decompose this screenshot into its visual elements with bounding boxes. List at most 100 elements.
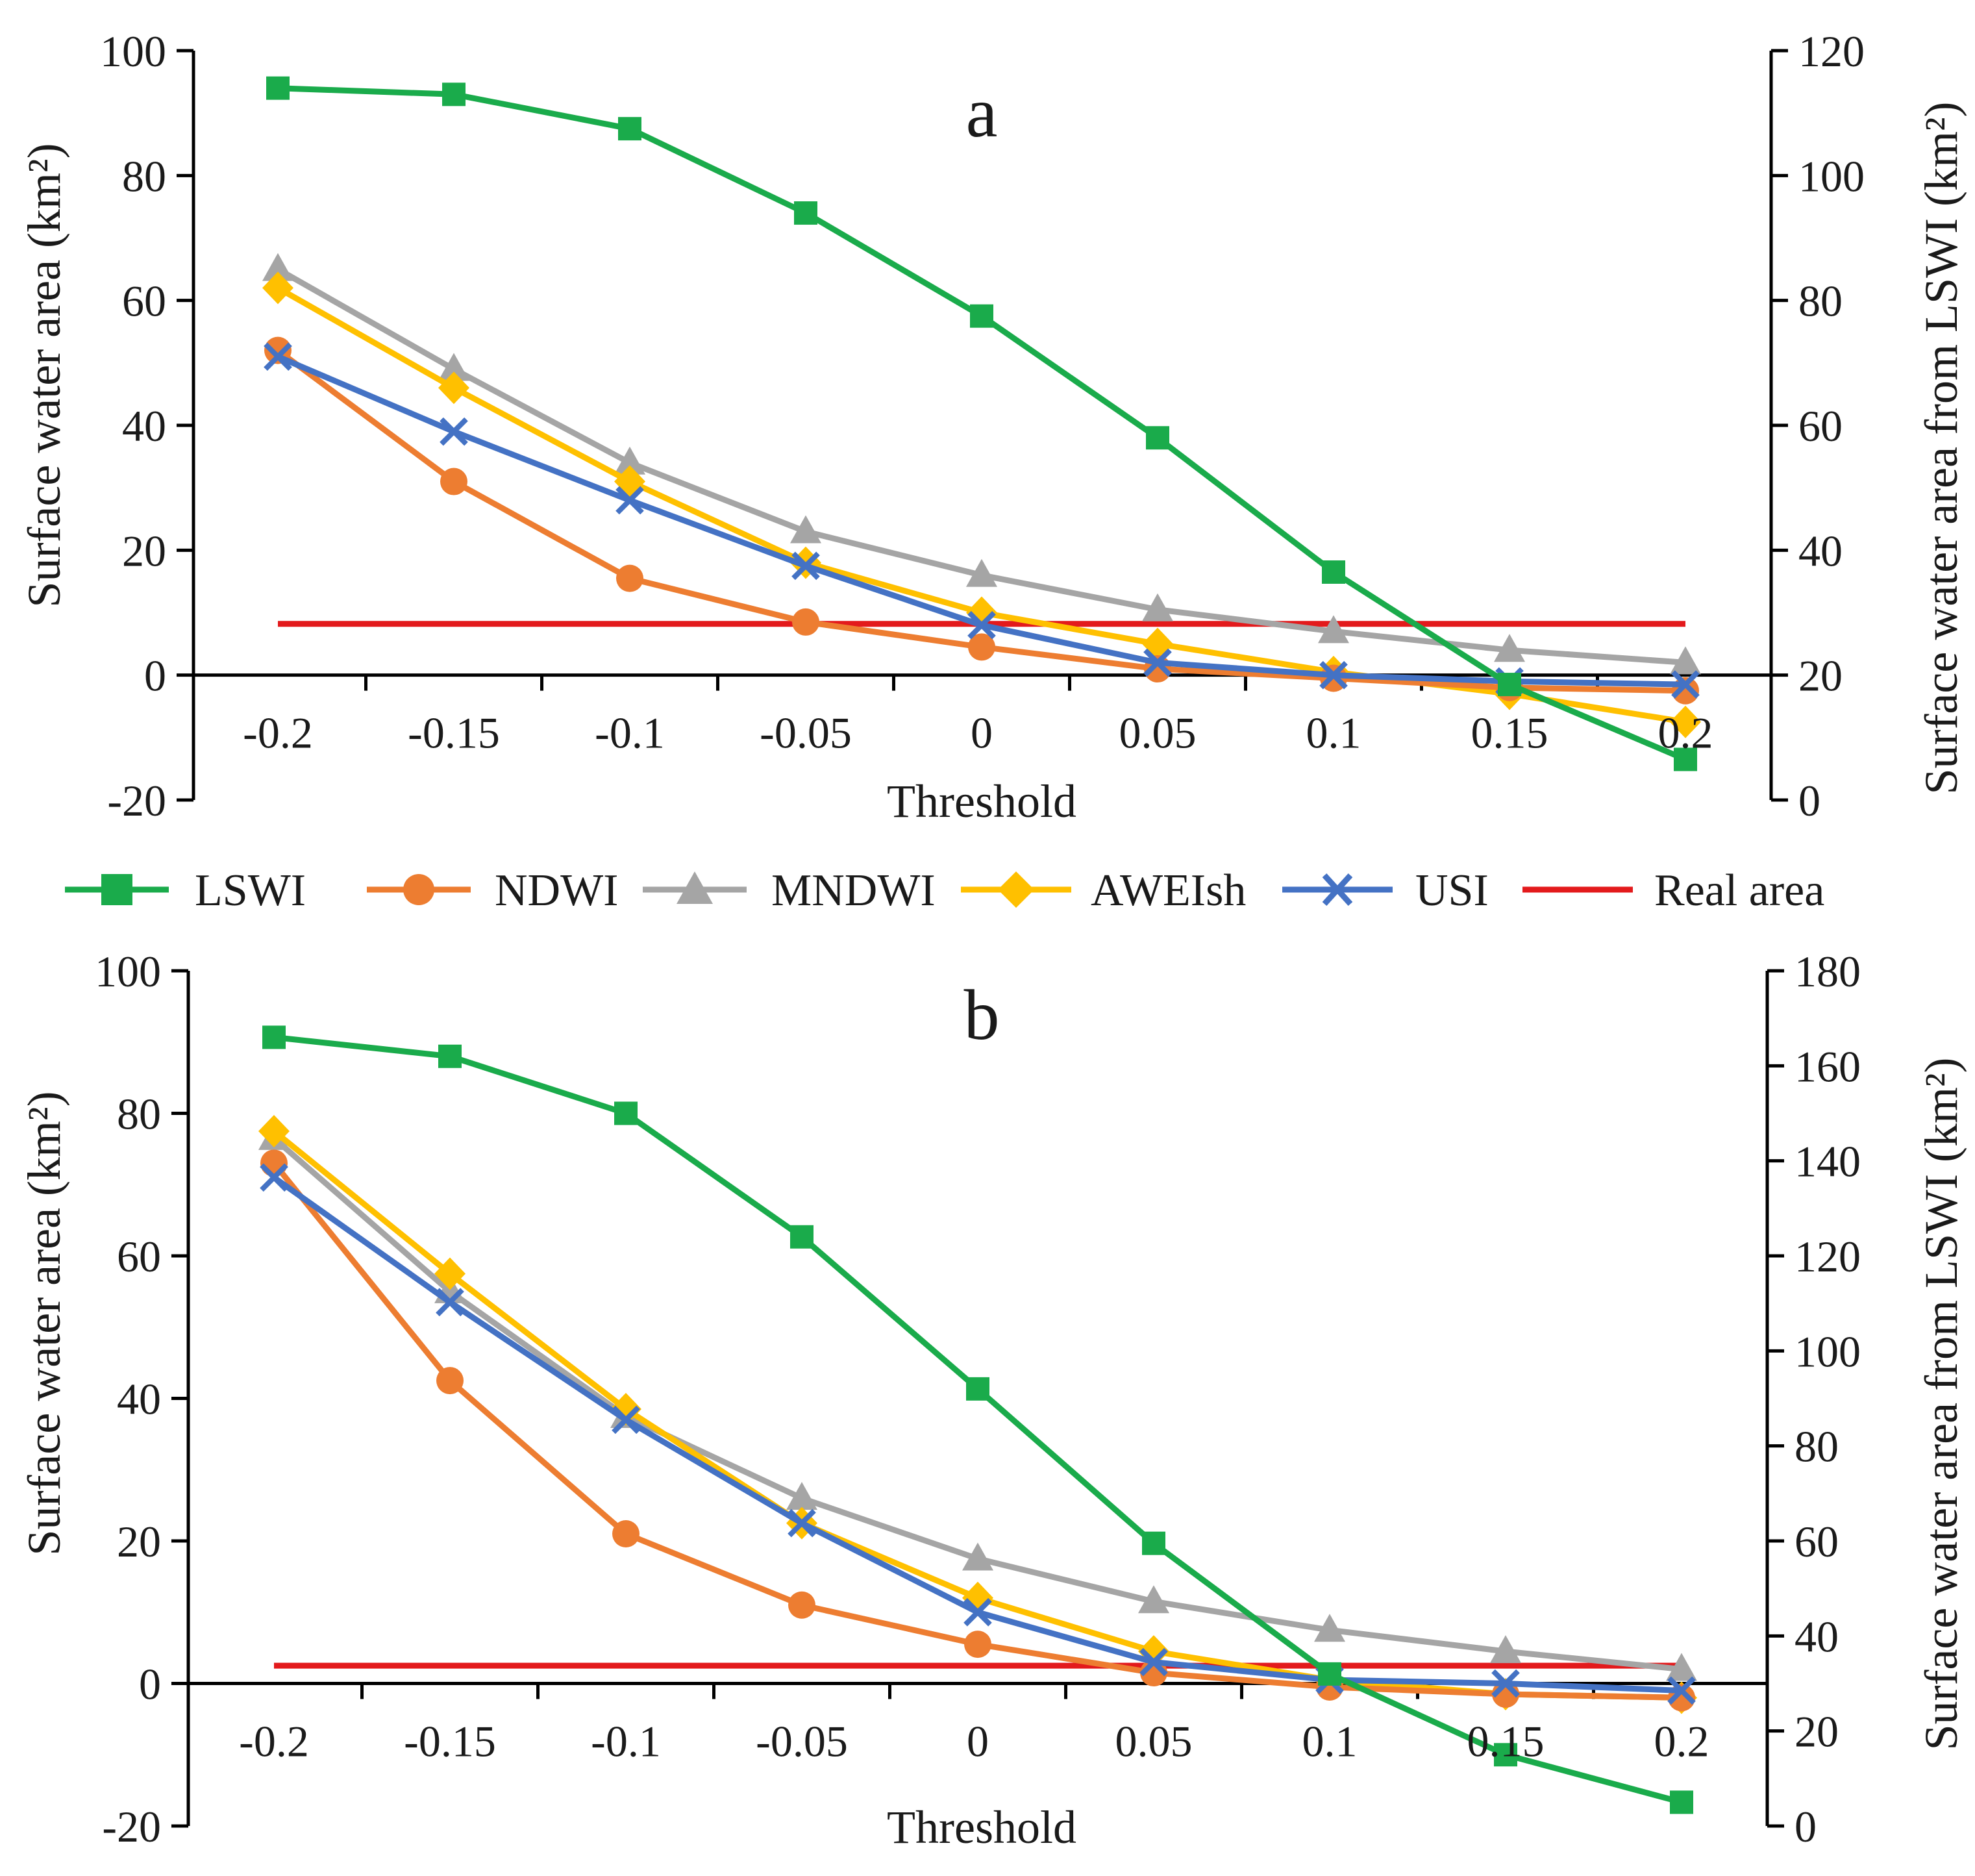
panel-b-series-lswi-point xyxy=(614,1101,638,1125)
panel-b-series-ndwi-point xyxy=(788,1591,815,1619)
panel-a-series-mndwi-point xyxy=(790,515,821,544)
panel-a-marks: -20 0 20 40 60 80 100 0 20 40 60 80 100 120 -0.2 -0.15 -… xyxy=(100,27,1865,825)
panel-b-series-mndwi-point xyxy=(1314,1614,1345,1642)
panel-b-series-ndwi-point xyxy=(964,1631,991,1658)
panel-b-left-tick-label: -20 xyxy=(102,1802,161,1851)
panel-b-right-tick-label: 100 xyxy=(1795,1327,1861,1376)
panel-a-series-ndwi-point xyxy=(616,564,643,592)
panel-a-right-tick-label: 20 xyxy=(1798,651,1843,701)
legend-mndwi-marker xyxy=(677,871,713,904)
panel-a-series-usi-point xyxy=(791,551,820,581)
panel-a-series-lswi-point xyxy=(970,304,993,328)
legend-usi-label: USI xyxy=(1415,866,1489,916)
legend-lswi-marker xyxy=(101,874,132,905)
panel-b-series-lswi-point xyxy=(438,1044,462,1068)
panel-b-x-axis-title: Threshold xyxy=(887,1801,1076,1853)
panel-a-series-ndwi-point xyxy=(440,468,467,495)
panel-b-series-usi-point xyxy=(436,1288,464,1317)
panel-b-right-tick-label: 140 xyxy=(1795,1137,1861,1186)
legend-ndwi-label: NDWI xyxy=(495,866,618,916)
legend-real-area-label: Real area xyxy=(1654,866,1824,916)
panel-b-series-lswi-point xyxy=(1494,1743,1517,1767)
panel-a-series-aweish-point xyxy=(1670,705,1701,738)
legend-item-mndwi: MNDWI xyxy=(643,866,936,916)
panel-a-series-mndwi-point xyxy=(966,558,997,587)
panel-b-left-tick-label: 0 xyxy=(139,1660,161,1709)
legend-usi-marker xyxy=(1322,873,1353,907)
panel-b-x-tick-label: -0.1 xyxy=(591,1717,661,1766)
panel-b-right-tick-label: 160 xyxy=(1795,1042,1861,1091)
panel-a-series-usi-point xyxy=(1143,648,1172,677)
panel-a-left-tick-label: 60 xyxy=(122,277,166,326)
panel-a-x-tick-label: 0 xyxy=(971,708,993,758)
panel-b-marks: -20 0 20 40 60 80 100 0 20 40 60 80 100 120 140 160 180 -… xyxy=(95,947,1861,1851)
legend-item-real-area: Real area xyxy=(1522,866,1824,916)
chart-panel-a: a -20 0 20 40 60 80 100 0 20 40 60 80 100 120 -0.2 -0.1… xyxy=(18,27,1967,827)
panel-a-x-tick-label: 0.05 xyxy=(1119,708,1197,758)
panel-b-x-tick-label: -0.2 xyxy=(239,1717,309,1766)
panel-b-left-tick-label: 60 xyxy=(117,1232,161,1281)
panel-a-left-tick-label: 100 xyxy=(100,27,166,76)
panel-b-left-tick-label: 80 xyxy=(117,1090,161,1139)
legend-mndwi-label: MNDWI xyxy=(771,866,936,916)
panel-b-x-tick-label: 0.15 xyxy=(1467,1717,1545,1766)
panel-b-series-lswi-point xyxy=(1670,1790,1693,1814)
panel-b-left-tick-label: 40 xyxy=(117,1375,161,1424)
legend-item-aweish: AWEIsh xyxy=(961,866,1246,916)
panel-a-series-usi-point xyxy=(615,486,644,515)
panel-a-left-tick-label: -20 xyxy=(107,776,166,825)
panel-a-series-lswi-point xyxy=(794,201,817,225)
panel-a-series-usi-point xyxy=(1671,670,1700,699)
panel-b-series-ndwi-point xyxy=(436,1367,464,1395)
panel-a-right-tick-label: 100 xyxy=(1798,151,1865,201)
panel-b-series-lswi-point xyxy=(262,1025,286,1049)
panel-a-series-mndwi-point xyxy=(1494,634,1525,662)
panel-a-series-aweish-point xyxy=(262,271,293,305)
panel-b-series-usi-point xyxy=(1667,1676,1696,1705)
panel-a-x-tick-label: 0.1 xyxy=(1306,708,1361,758)
panel-a-series-mndwi-point xyxy=(1670,646,1701,675)
panel-a-series-aweish-point xyxy=(438,371,469,405)
panel-b-x-tick-label: 0 xyxy=(967,1717,989,1766)
panel-a-series-mndwi-point xyxy=(614,446,645,475)
panel-b-series-mndwi-point xyxy=(1490,1635,1521,1664)
panel-a-series-lswi-point xyxy=(618,117,641,141)
panel-a-series-lswi-point xyxy=(1146,426,1169,450)
panel-a-x-tick-label: -0.1 xyxy=(595,708,665,758)
panel-b-series-mndwi-point xyxy=(1666,1653,1697,1681)
panel-b-left-tick-label: 20 xyxy=(117,1517,161,1566)
panel-a-right-tick-label: 80 xyxy=(1798,277,1843,326)
panel-a-series-lswi-point xyxy=(442,82,466,106)
panel-a-series-lswi-point xyxy=(1674,747,1697,771)
panel-b-right-tick-label: 20 xyxy=(1795,1707,1839,1757)
panel-a-left-tick-label: 0 xyxy=(144,651,166,701)
panel-b-right-tick-label: 0 xyxy=(1795,1802,1817,1851)
panel-a-series-usi-point xyxy=(967,610,996,640)
panel-a-left-tick-label: 20 xyxy=(122,526,166,575)
panel-b-left-axis-title: Surface water area (km²) xyxy=(18,1091,70,1555)
panel-b-right-tick-label: 60 xyxy=(1795,1517,1839,1566)
panel-b-right-tick-label: 180 xyxy=(1795,947,1861,996)
panel-a-x-tick-label: -0.15 xyxy=(408,708,500,758)
panel-b-series-lswi-point xyxy=(966,1377,989,1401)
panel-b-right-tick-label: 40 xyxy=(1795,1612,1839,1661)
panel-a-left-axis-title: Surface water area (km²) xyxy=(18,143,70,607)
panel-a-x-tick-label: -0.2 xyxy=(243,708,313,758)
legend-aweish-marker xyxy=(998,871,1034,908)
panel-b-series-mndwi-point xyxy=(786,1482,817,1510)
panel-b-series-mndwi-point xyxy=(1138,1585,1169,1614)
panel-b-series-usi-point xyxy=(1491,1669,1520,1698)
panel-a-series-lswi-point xyxy=(1322,560,1345,584)
legend-item-lswi: LSWI xyxy=(65,866,306,916)
panel-b-x-tick-label: -0.15 xyxy=(404,1717,496,1766)
panel-b-series-lswi-point xyxy=(1318,1662,1341,1686)
panel-b-x-tick-label: -0.05 xyxy=(756,1717,848,1766)
panel-b-series-usi-point xyxy=(1139,1647,1168,1677)
panel-a-right-tick-label: 60 xyxy=(1798,401,1843,451)
legend-item-usi: USI xyxy=(1282,866,1489,916)
panel-a-series-ndwi-point xyxy=(968,633,995,661)
panel-a-right-tick-label: 40 xyxy=(1798,526,1843,575)
panel-a-letter: a xyxy=(966,73,998,152)
panel-a-right-tick-label: 0 xyxy=(1798,776,1820,825)
